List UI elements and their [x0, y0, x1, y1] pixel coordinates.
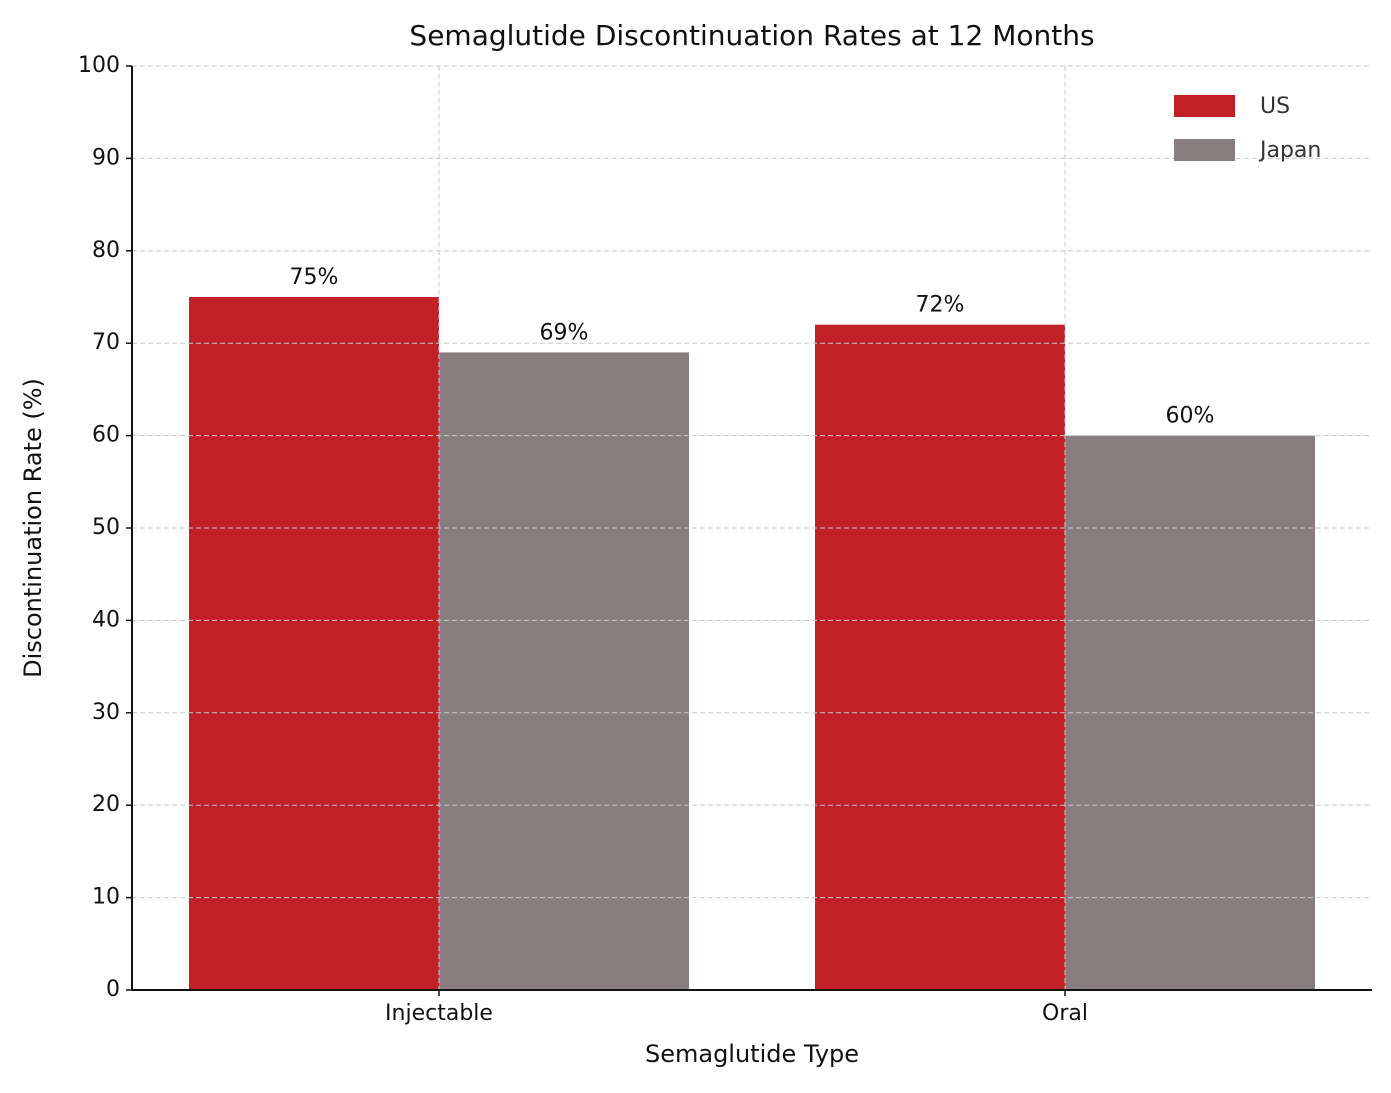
axes: 0 10 20 30 40 50 60 70 80 90 100 Injectable Oral	[78, 53, 1372, 1026]
y-tick-label: 20	[92, 792, 120, 817]
x-tick-label: Injectable	[385, 1001, 493, 1026]
bars: 75% 72% 69% 60%	[189, 265, 1315, 991]
y-tick-label: 30	[92, 700, 120, 725]
value-label: 72%	[916, 293, 965, 318]
bar	[439, 352, 689, 990]
value-label: 69%	[540, 320, 589, 345]
y-axis-label: Discontinuation Rate (%)	[19, 378, 47, 678]
bar	[815, 324, 1065, 991]
y-tick-label: 60	[92, 423, 120, 448]
value-label: 60%	[1166, 404, 1215, 429]
chart-title: Semaglutide Discontinuation Rates at 12 …	[409, 19, 1094, 52]
value-label: 75%	[290, 265, 339, 290]
legend-swatch	[1174, 95, 1235, 117]
legend-swatch	[1174, 139, 1235, 161]
y-tick-label: 10	[92, 885, 120, 910]
y-tick-label: 0	[106, 977, 120, 1002]
legend: US Japan	[1174, 94, 1321, 163]
y-tick-label: 40	[92, 607, 120, 632]
x-tick-label: Oral	[1042, 1001, 1088, 1026]
x-axis-label: Semaglutide Type	[645, 1040, 859, 1068]
y-tick-label: 80	[92, 238, 120, 263]
y-tick-label: 100	[78, 53, 120, 78]
legend-label: Japan	[1258, 138, 1321, 163]
y-tick-label: 70	[92, 330, 120, 355]
y-tick-label: 50	[92, 515, 120, 540]
y-tick-label: 90	[92, 145, 120, 170]
bar	[189, 297, 439, 990]
legend-label: US	[1260, 94, 1290, 119]
